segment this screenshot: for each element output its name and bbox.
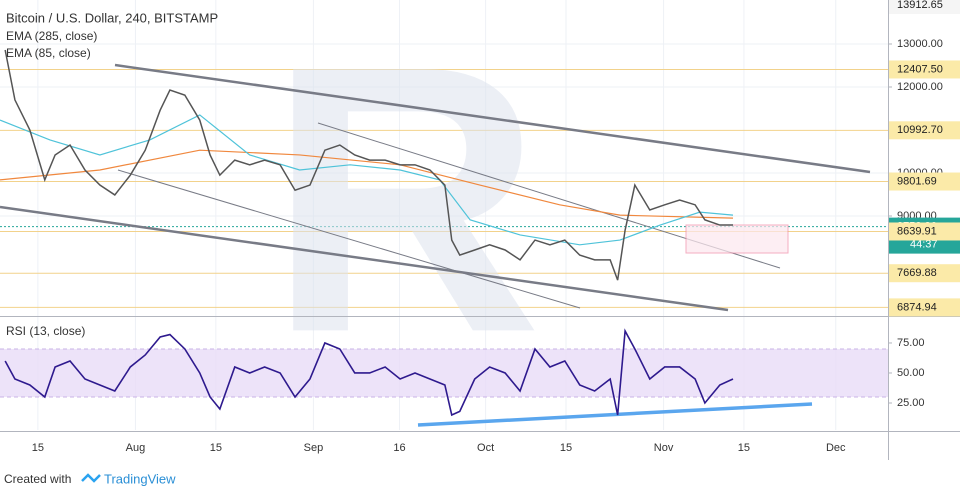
- plot: [0, 49, 871, 427]
- level-label: 12407.50: [897, 63, 943, 75]
- rsi-band: [0, 348, 888, 397]
- countdown: 44:37: [910, 239, 938, 251]
- level-label: 8639.91: [897, 225, 937, 237]
- rsi-tick-label: 75.00: [897, 337, 925, 349]
- level-box: [889, 222, 960, 241]
- watermark: R: [268, 0, 542, 411]
- level-box: [889, 264, 960, 283]
- level-label: 6874.94: [897, 301, 937, 313]
- ema-fast-line: [0, 114, 734, 246]
- logo: [81, 473, 101, 483]
- symbol-title: Bitcoin / U.S. Dollar, 240, BITSTAMP: [6, 10, 218, 25]
- rsi-title: RSI (13, close): [6, 324, 85, 338]
- level-box: [889, 0, 960, 14]
- ema-fast-label: EMA (85, close): [6, 46, 91, 60]
- trendline: [0, 205, 729, 312]
- rsi-line: [4, 328, 734, 417]
- level-label: 9801.69: [897, 175, 937, 187]
- level-label: 10992.70: [897, 124, 943, 136]
- created-with: Created with: [4, 472, 71, 486]
- rsi-trendline: [417, 402, 813, 427]
- y-tick-label: 13000.00: [897, 38, 943, 50]
- brand[interactable]: TradingView: [104, 471, 176, 486]
- x-tick-label: Dec: [826, 442, 846, 454]
- y-tick-label: 12000.00: [897, 81, 943, 93]
- grid: [0, 0, 888, 430]
- x-tick-label: Nov: [654, 442, 674, 454]
- level-box: [889, 172, 960, 191]
- x-tick-label: 15: [32, 442, 44, 454]
- x-tick-label: 16: [393, 442, 405, 454]
- level-label: 7669.88: [897, 267, 937, 279]
- trendline: [114, 63, 871, 174]
- x-tick-label: Sep: [304, 442, 324, 454]
- ema-slow-label: EMA (285, close): [6, 29, 97, 43]
- level-box: [889, 298, 960, 317]
- x-tick-label: Oct: [477, 442, 494, 454]
- x-tick-label: 15: [560, 442, 572, 454]
- trendline: [117, 169, 581, 309]
- price-line: [4, 49, 734, 281]
- rsi-tick-label: 50.00: [897, 367, 925, 379]
- x-tick-label: Aug: [126, 442, 146, 454]
- rsi-tick-label: 25.00: [897, 397, 925, 409]
- x-tick-label: 15: [738, 442, 750, 454]
- level-box: [889, 60, 960, 79]
- level-label: 13912.65: [897, 0, 943, 11]
- x-tick-label: 15: [210, 442, 222, 454]
- target-zone: [685, 224, 789, 254]
- level-box: [889, 121, 960, 140]
